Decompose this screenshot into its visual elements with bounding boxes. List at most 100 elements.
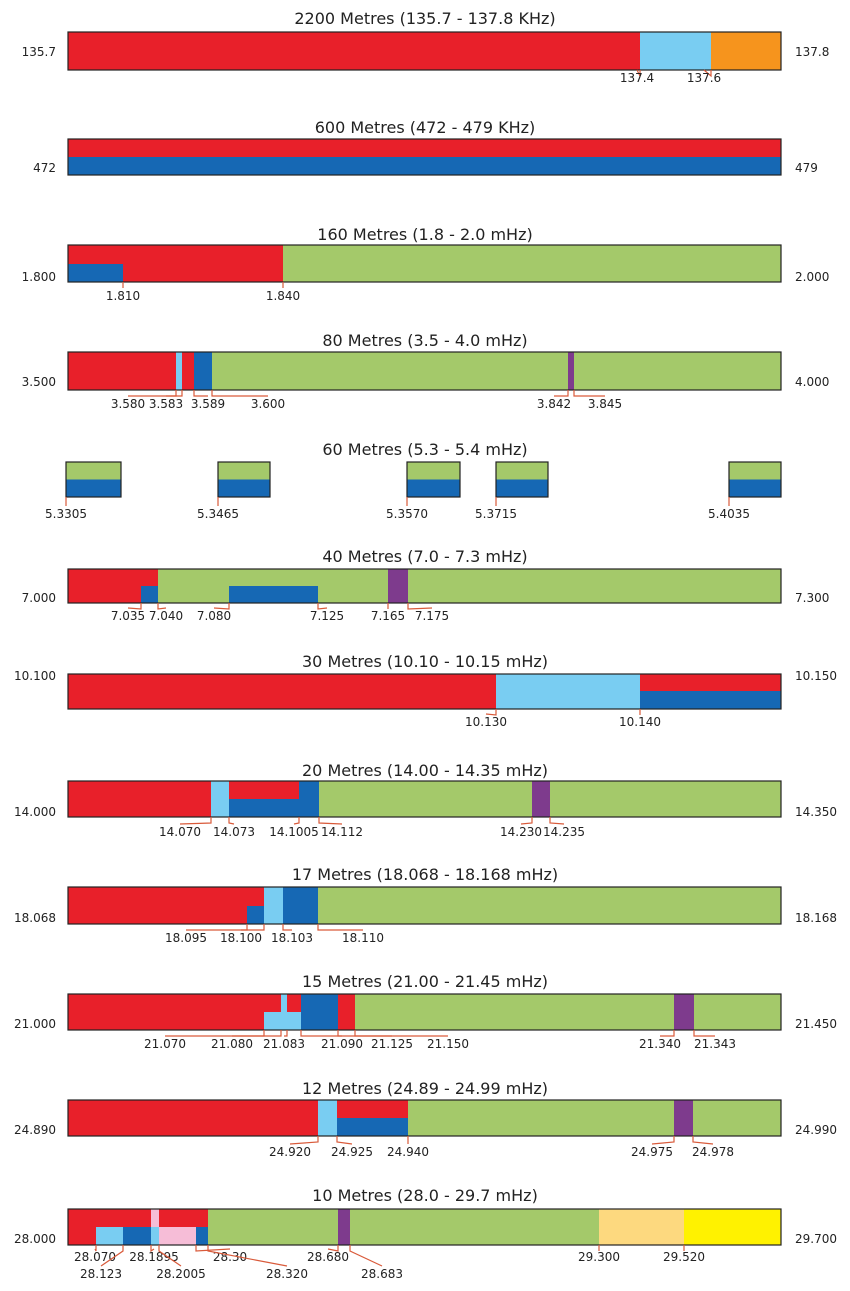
band-outline <box>67 138 782 176</box>
band-start-label: 10.100 <box>14 669 56 683</box>
segment-green <box>208 1209 338 1245</box>
leader-line <box>94 1245 97 1252</box>
band-title: 80 Metres (3.5 - 4.0 mHz) <box>322 331 527 350</box>
band-end-label: 21.450 <box>795 1017 837 1031</box>
frequency-label: 18.103 <box>271 931 313 945</box>
leader-line <box>289 1136 319 1145</box>
segment-green <box>574 352 781 390</box>
leader-line <box>232 1030 282 1037</box>
frequency-label: 28.320 <box>266 1267 308 1281</box>
leader-line <box>150 1245 155 1253</box>
leader-line <box>317 924 363 931</box>
leader-line <box>636 69 641 77</box>
band-end-label: 18.168 <box>795 911 837 925</box>
band-4: 60 Metres (5.3 - 5.4 mHz) 5.3305 5.3465 5.3… <box>45 440 782 521</box>
segment-blue <box>68 157 781 175</box>
band-end-label: 479 <box>795 161 818 175</box>
segment-lightblue <box>281 994 287 1012</box>
channel-outline <box>728 461 782 498</box>
segment-green <box>350 1209 599 1245</box>
frequency-label: 5.3715 <box>475 507 517 521</box>
segment-purple <box>338 1209 350 1245</box>
channel-upper-segment <box>496 462 548 480</box>
frequency-label: 24.940 <box>387 1145 429 1159</box>
channel-upper-segment <box>407 462 460 480</box>
band-outline <box>67 244 782 283</box>
leader-line <box>166 390 183 397</box>
segment-peach <box>599 1209 684 1245</box>
band-7: 20 Metres (14.00 - 14.35 mHz) 14.000 14.35… <box>14 761 837 839</box>
segment-green <box>408 569 781 603</box>
segment-lightblue <box>640 32 711 70</box>
band-outline <box>67 31 782 71</box>
segment-green <box>408 1100 674 1136</box>
segment-green <box>550 781 781 817</box>
segment-blue <box>640 691 781 709</box>
segment-red <box>68 674 496 709</box>
frequency-label: 5.3305 <box>45 507 87 521</box>
frequency-label: 24.920 <box>269 1145 311 1159</box>
leader-line <box>336 1136 353 1145</box>
segment-blue <box>301 994 338 1030</box>
frequency-label: 14.070 <box>159 825 201 839</box>
band-title: 2200 Metres (135.7 - 137.8 KHz) <box>294 9 555 28</box>
frequency-label: 1.810 <box>106 289 140 303</box>
segment-purple <box>532 781 550 817</box>
segment-red <box>640 674 781 691</box>
segment-red <box>229 781 299 799</box>
segment-orange <box>711 32 781 70</box>
segment-yellow <box>684 1209 781 1245</box>
band-9: 15 Metres (21.00 - 21.45 mHz) 21.000 21.45… <box>14 972 837 1051</box>
band-1: 600 Metres (472 - 479 KHz) 472 479 <box>33 118 818 176</box>
leader-line <box>703 69 712 78</box>
segment-purple <box>388 569 408 603</box>
frequency-label: 21.125 <box>371 1037 413 1051</box>
frequency-label: 21.340 <box>639 1037 681 1051</box>
segment-lightblue <box>151 1227 159 1245</box>
channel-lower-segment <box>407 479 460 497</box>
leader-line <box>241 924 265 931</box>
frequency-label: 18.110 <box>342 931 384 945</box>
frequency-label: 10.140 <box>619 715 661 729</box>
channel-upper-segment <box>729 462 781 480</box>
band-11: 10 Metres (28.0 - 29.7 mHz) 28.000 29.700 2… <box>14 1186 837 1281</box>
leader-line <box>193 390 208 397</box>
segment-green <box>283 245 781 282</box>
segment-blue <box>229 799 319 817</box>
segment-lightblue <box>264 1012 301 1030</box>
band-outline <box>67 993 782 1031</box>
leader-line <box>693 1030 715 1037</box>
channel-outline <box>65 461 122 498</box>
band-start-label: 472 <box>33 161 56 175</box>
channel-lower-segment <box>496 479 548 497</box>
frequency-label: 10.130 <box>465 715 507 729</box>
segment-red <box>68 781 211 817</box>
leader-line <box>158 1245 182 1267</box>
leader-line <box>554 390 569 397</box>
segment-blue <box>229 586 318 603</box>
segment-blue <box>123 1227 151 1245</box>
leader-line <box>195 1245 231 1252</box>
frequency-label: 3.842 <box>537 397 571 411</box>
frequency-label: 14.112 <box>321 825 363 839</box>
band-title: 60 Metres (5.3 - 5.4 mHz) <box>322 440 527 459</box>
leader-line <box>186 924 248 931</box>
segment-pink <box>151 1209 159 1227</box>
band-2: 160 Metres (1.8 - 2.0 mHz) 1.800 2.000 1.81… <box>22 225 830 303</box>
segment-blue <box>283 887 318 924</box>
band-start-label: 3.500 <box>22 375 56 389</box>
frequency-label: 7.040 <box>149 609 183 623</box>
leader-line <box>293 817 300 825</box>
band-8: 17 Metres (18.068 - 18.168 mHz) 18.068 18.… <box>14 865 837 945</box>
leader-line <box>317 603 328 610</box>
frequency-label: 21.070 <box>144 1037 186 1051</box>
band-end-label: 10.150 <box>795 669 837 683</box>
band-start-label: 135.7 <box>22 45 56 59</box>
leader-line <box>228 817 235 825</box>
segment-red <box>68 32 640 70</box>
frequency-label: 7.035 <box>111 609 145 623</box>
channel-lower-segment <box>218 479 270 497</box>
segment-red <box>68 994 281 1030</box>
segment-green <box>212 352 568 390</box>
leader-line <box>100 1245 124 1267</box>
